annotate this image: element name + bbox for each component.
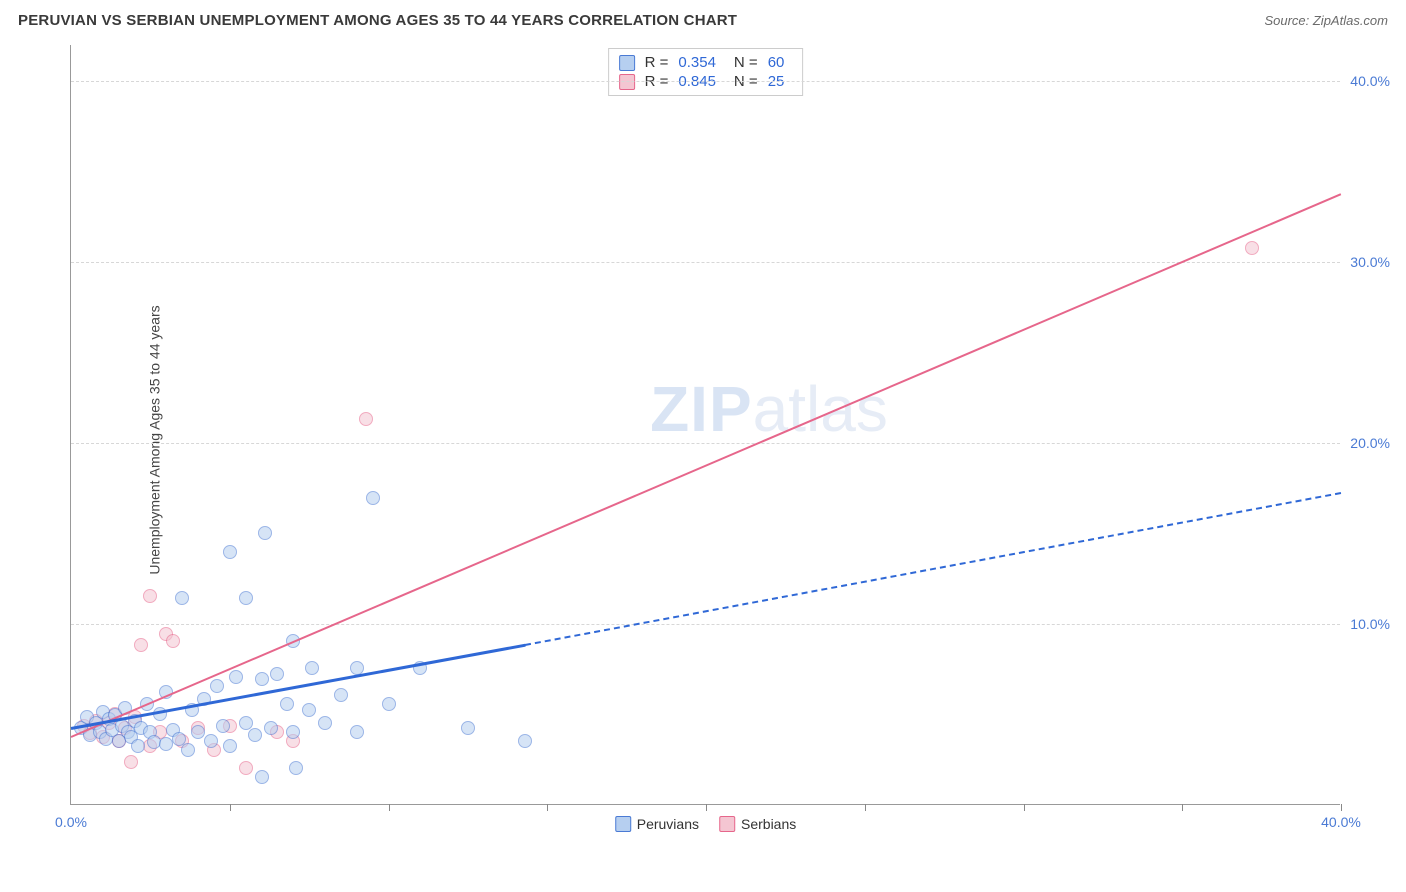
data-point-peruvians: [382, 697, 396, 711]
data-point-peruvians: [318, 716, 332, 730]
chart-header: PERUVIAN VS SERBIAN UNEMPLOYMENT AMONG A…: [0, 0, 1406, 40]
data-point-peruvians: [350, 725, 364, 739]
data-point-peruvians: [518, 734, 532, 748]
data-point-peruvians: [181, 743, 195, 757]
data-point-peruvians: [204, 734, 218, 748]
data-point-serbians: [359, 412, 373, 426]
data-point-peruvians: [305, 661, 319, 675]
y-tick-label: 10.0%: [1350, 616, 1390, 632]
data-point-serbians: [166, 634, 180, 648]
data-point-peruvians: [289, 761, 303, 775]
x-tick: [706, 804, 707, 811]
peruvians-swatch-icon: [615, 816, 631, 832]
y-tick-label: 30.0%: [1350, 254, 1390, 270]
data-point-peruvians: [210, 679, 224, 693]
serbians-swatch-icon: [719, 816, 735, 832]
legend: Peruvians Serbians: [615, 816, 797, 832]
data-point-peruvians: [255, 672, 269, 686]
data-point-peruvians: [239, 716, 253, 730]
x-tick: [547, 804, 548, 811]
x-tick-label: 40.0%: [1321, 814, 1361, 830]
peruvians-swatch-icon: [619, 55, 635, 71]
legend-item-serbians: Serbians: [719, 816, 796, 832]
y-tick-label: 20.0%: [1350, 435, 1390, 451]
gridline: [71, 624, 1340, 625]
data-point-peruvians: [270, 667, 284, 681]
chart-area: Unemployment Among Ages 35 to 44 years Z…: [50, 45, 1360, 835]
data-point-serbians: [124, 755, 138, 769]
correlation-stats-box: R = 0.354 N = 60 R = 0.845 N = 25: [608, 48, 804, 96]
data-point-peruvians: [191, 725, 205, 739]
x-tick: [1182, 804, 1183, 811]
source-attribution: Source: ZipAtlas.com: [1264, 13, 1388, 28]
data-point-peruvians: [264, 721, 278, 735]
data-point-peruvians: [223, 739, 237, 753]
data-point-serbians: [1245, 241, 1259, 255]
x-tick: [865, 804, 866, 811]
data-point-peruvians: [280, 697, 294, 711]
x-tick: [1024, 804, 1025, 811]
gridline: [71, 81, 1340, 82]
data-point-peruvians: [239, 591, 253, 605]
data-point-peruvians: [216, 719, 230, 733]
gridline: [71, 262, 1340, 263]
stats-row-peruvians: R = 0.354 N = 60: [619, 53, 793, 72]
legend-item-peruvians: Peruvians: [615, 816, 699, 832]
data-point-serbians: [134, 638, 148, 652]
x-tick: [1341, 804, 1342, 811]
data-point-serbians: [239, 761, 253, 775]
data-point-peruvians: [248, 728, 262, 742]
data-point-peruvians: [302, 703, 316, 717]
x-tick: [389, 804, 390, 811]
data-point-peruvians: [131, 739, 145, 753]
data-point-peruvians: [286, 725, 300, 739]
data-point-peruvians: [461, 721, 475, 735]
trend-line: [71, 193, 1342, 738]
data-point-serbians: [143, 589, 157, 603]
plot-region: ZIPatlas R = 0.354 N = 60 R = 0.845 N = …: [70, 45, 1340, 805]
data-point-peruvians: [255, 770, 269, 784]
data-point-peruvians: [223, 545, 237, 559]
watermark: ZIPatlas: [650, 372, 888, 446]
chart-title: PERUVIAN VS SERBIAN UNEMPLOYMENT AMONG A…: [18, 12, 737, 29]
data-point-peruvians: [258, 526, 272, 540]
trend-line: [525, 492, 1341, 646]
trend-line: [71, 644, 526, 730]
gridline: [71, 443, 1340, 444]
x-tick-label: 0.0%: [55, 814, 87, 830]
data-point-peruvians: [175, 591, 189, 605]
data-point-peruvians: [334, 688, 348, 702]
y-tick-label: 40.0%: [1350, 73, 1390, 89]
data-point-peruvians: [229, 670, 243, 684]
x-tick: [230, 804, 231, 811]
data-point-peruvians: [366, 491, 380, 505]
